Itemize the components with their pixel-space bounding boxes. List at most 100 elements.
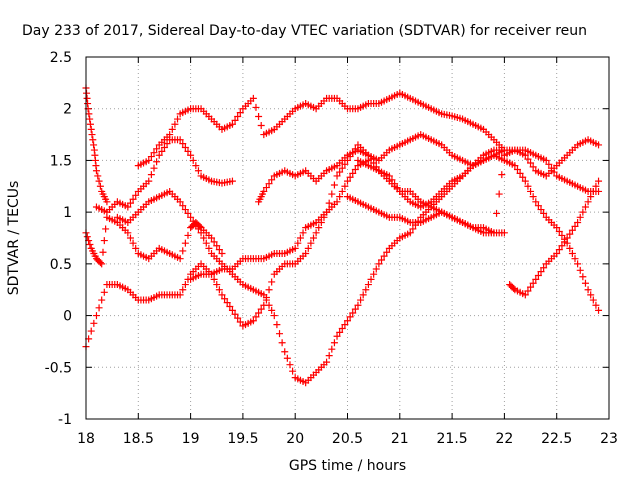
- data-point: [215, 246, 223, 254]
- data-point: [215, 286, 223, 294]
- data-point: [325, 199, 333, 207]
- data-point: [145, 177, 153, 185]
- data-point: [85, 110, 93, 118]
- data-points: [82, 84, 603, 387]
- data-point: [344, 317, 351, 325]
- x-axis-label: GPS time / hours: [289, 458, 406, 474]
- data-point: [341, 182, 349, 190]
- data-point: [529, 193, 537, 201]
- data-point: [537, 268, 545, 276]
- data-point: [176, 255, 184, 263]
- data-point: [302, 250, 310, 258]
- data-point: [286, 361, 294, 369]
- data-point: [158, 147, 166, 155]
- data-point: [255, 309, 263, 317]
- data-point: [184, 231, 192, 239]
- data-point: [513, 165, 521, 173]
- data-point: [370, 270, 378, 278]
- series-track-3: [134, 89, 508, 170]
- data-point: [346, 153, 354, 161]
- data-point: [89, 136, 97, 144]
- data-point: [265, 180, 273, 188]
- data-point: [527, 187, 535, 195]
- data-point: [281, 348, 289, 356]
- x-tick-label: 22: [495, 431, 513, 447]
- data-point: [341, 321, 349, 329]
- chart-title: Day 233 of 2017, Sidereal Day-to-day VTE…: [22, 23, 587, 39]
- data-point: [579, 273, 587, 281]
- data-point: [265, 286, 273, 294]
- data-point: [545, 160, 553, 168]
- x-tick-label: 20.5: [332, 431, 363, 447]
- data-point: [521, 177, 529, 185]
- data-point: [307, 239, 315, 247]
- data-point: [555, 246, 563, 254]
- data-point: [189, 156, 197, 164]
- data-point: [323, 358, 331, 366]
- data-point: [532, 275, 540, 283]
- data-point: [493, 209, 501, 217]
- data-point: [184, 209, 192, 217]
- data-point: [592, 182, 600, 190]
- x-tick-labels: 18 18.5 19 19.5 20 20.5 21 21.5 22 22.5 23: [77, 431, 618, 447]
- data-point: [595, 141, 603, 149]
- data-point: [553, 250, 561, 258]
- data-point: [270, 312, 278, 320]
- data-point: [226, 303, 234, 311]
- data-point: [553, 224, 561, 232]
- data-point: [124, 203, 132, 211]
- data-point: [234, 112, 242, 120]
- data-point: [534, 271, 542, 279]
- data-point: [234, 314, 242, 322]
- data-point: [166, 131, 174, 139]
- data-point: [124, 229, 132, 237]
- data-point: [527, 159, 535, 167]
- series-track-7: [82, 156, 372, 351]
- data-point: [192, 162, 200, 170]
- data-point: [86, 120, 94, 128]
- data-point: [540, 209, 548, 217]
- data-point: [524, 182, 532, 190]
- x-tick-label: 21.5: [437, 431, 468, 447]
- data-point: [126, 199, 134, 207]
- data-point: [500, 229, 508, 237]
- data-point: [189, 217, 197, 225]
- data-point: [581, 203, 589, 211]
- data-point: [561, 238, 569, 246]
- data-point: [223, 299, 231, 307]
- data-point: [333, 198, 341, 206]
- x-tick-label: 22.5: [541, 431, 572, 447]
- data-point: [129, 239, 137, 247]
- data-point: [87, 125, 95, 133]
- data-point: [529, 163, 537, 171]
- data-point: [273, 321, 281, 329]
- data-point: [252, 313, 260, 321]
- data-point: [383, 248, 391, 256]
- data-point: [174, 115, 182, 123]
- data-point: [576, 266, 584, 274]
- data-point: [346, 313, 354, 321]
- data-point: [595, 306, 603, 314]
- x-tick-label: 19.5: [227, 431, 258, 447]
- data-point: [153, 145, 161, 153]
- data-point: [236, 318, 244, 326]
- y-tick-label: -1: [58, 412, 72, 428]
- data-point: [529, 279, 537, 287]
- data-point: [558, 242, 566, 250]
- data-point: [354, 301, 362, 309]
- data-point: [187, 213, 195, 221]
- data-point: [260, 187, 268, 195]
- y-tick-label: 2: [63, 102, 72, 118]
- data-point: [92, 312, 100, 320]
- data-point: [310, 234, 318, 242]
- data-point: [296, 234, 304, 242]
- data-point: [150, 149, 158, 157]
- data-point: [257, 122, 265, 130]
- data-point: [375, 260, 383, 268]
- data-point: [90, 319, 98, 327]
- data-point: [349, 169, 357, 177]
- data-point: [181, 144, 189, 151]
- data-point: [325, 352, 333, 360]
- data-point: [299, 229, 307, 237]
- data-point: [145, 156, 153, 164]
